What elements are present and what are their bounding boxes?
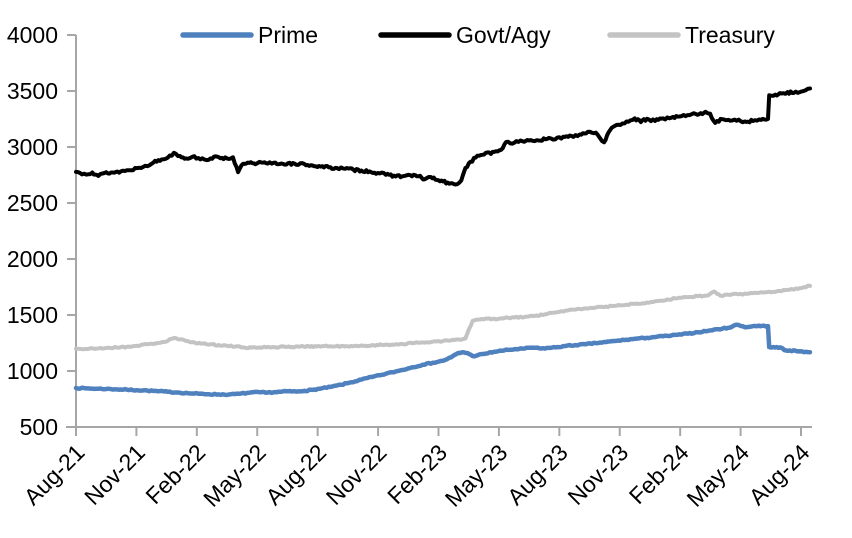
x-axis-tick-label: Nov-23 — [562, 439, 633, 510]
series-line-treasury — [74, 283, 812, 352]
y-axis-tick-label: 2500 — [7, 190, 58, 216]
legend-label-treasury: Treasury — [685, 22, 775, 48]
x-axis-tick-label: Feb-24 — [624, 439, 694, 509]
x-axis-tick-label: May-22 — [198, 439, 271, 512]
series-line-govt-agy — [74, 86, 812, 187]
x-axis-tick-label: Nov-21 — [79, 439, 150, 510]
y-axis-tick-label: 500 — [20, 414, 58, 440]
legend-label-govt-agy: Govt/Agy — [456, 22, 551, 48]
x-axis-tick-label: Feb-22 — [140, 439, 210, 509]
x-axis-tick-label: Aug-23 — [502, 439, 573, 510]
legend-label-prime: Prime — [258, 22, 318, 48]
x-axis-tick-label: Aug-24 — [744, 439, 815, 510]
y-axis-tick-label: 3500 — [7, 78, 58, 104]
y-axis-tick-label: 1500 — [7, 302, 58, 328]
x-axis-tick-label: Feb-23 — [382, 439, 452, 509]
y-axis-tick-label: 4000 — [7, 22, 58, 48]
x-axis-tick-label: Aug-21 — [19, 439, 90, 510]
y-axis-tick-label: 2000 — [7, 246, 58, 272]
x-axis-tick-label: Aug-22 — [260, 439, 331, 510]
series-line-prime — [73, 322, 813, 398]
x-axis-tick-label: May-24 — [681, 439, 754, 512]
y-axis-tick-label: 3000 — [7, 134, 58, 160]
x-axis-tick-label: May-23 — [440, 439, 513, 512]
x-axis-tick-label: Nov-22 — [321, 439, 392, 510]
y-axis-tick-label: 1000 — [7, 358, 58, 384]
